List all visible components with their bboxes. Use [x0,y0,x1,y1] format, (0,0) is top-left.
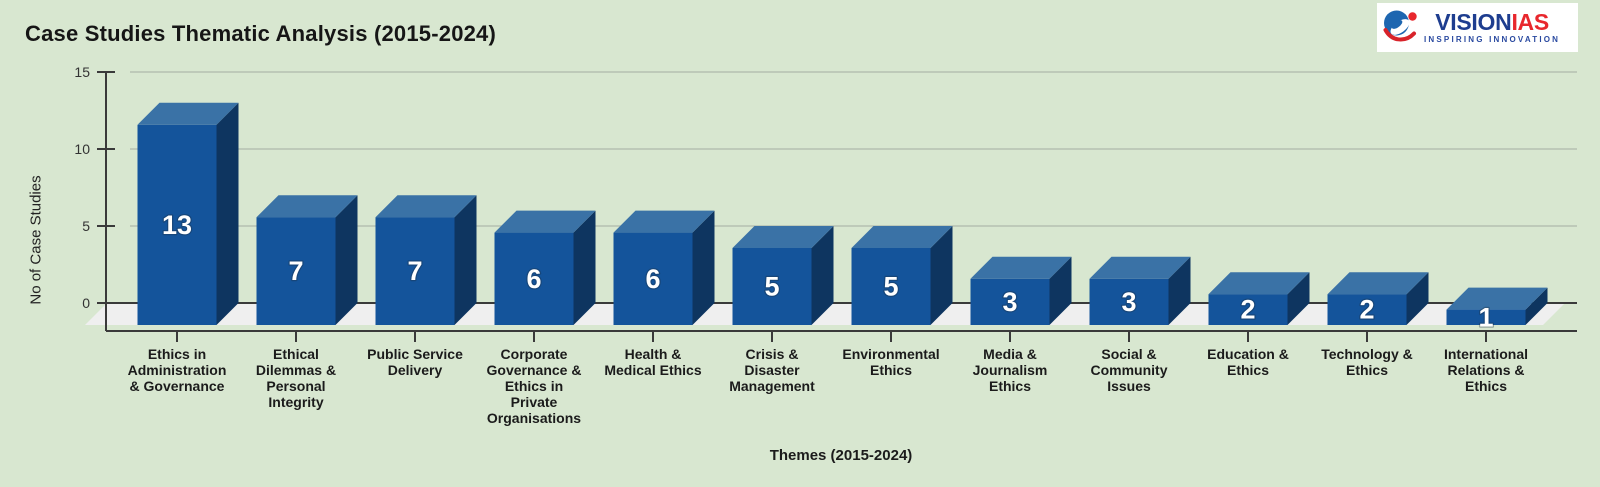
logo-brand-vision: VISION [1435,9,1512,35]
visionias-logo-icon [1383,10,1417,41]
bar-top-face [494,210,596,233]
bar-side-face [335,195,358,325]
logo-wordmark: VISIONIAS [1435,9,1549,35]
bar-side-face [1525,287,1548,325]
visionias-logo: VISIONIAS INSPIRING INNOVATION [1377,3,1578,52]
bar-top-face [732,226,834,248]
bar-side-face [1287,272,1310,325]
bar-value-label: 6 [645,264,660,294]
bar-side-face [930,226,953,325]
bar-front-face [732,248,812,325]
bar-value-label: 1 [1478,302,1493,332]
bar-value-label: 2 [1359,295,1374,325]
bar-front-face [1446,309,1526,325]
bar-value-label: 3 [1121,287,1136,317]
bar-value-label: 7 [288,256,303,286]
bar-value-label: 5 [883,272,898,302]
bar-front-face [256,217,336,325]
bar-top-face [256,195,358,218]
bar-top-face [1446,287,1548,310]
bar-front-face [494,232,574,325]
logo-brand-ias: IAS [1511,9,1549,35]
bar-side-face [692,210,715,325]
bar-front-face [375,217,455,325]
y-axis-tick-label: 15 [74,64,90,80]
bar-front-face [137,124,217,325]
logo-tagline: INSPIRING INNOVATION [1424,35,1561,44]
bar-side-face [573,210,596,325]
bar-front-face [1327,294,1407,325]
bar-side-face [216,102,239,325]
bar-value-label: 3 [1002,287,1017,317]
bar-front-face [613,232,693,325]
bar-value-label: 6 [526,264,541,294]
bar-value-label: 5 [764,272,779,302]
y-axis-tick-label: 5 [82,218,90,234]
y-axis-tick-label: 10 [74,141,90,157]
bar-top-face [613,210,715,233]
bar-top-face [1089,256,1191,279]
bar-value-label: 7 [407,256,422,286]
chart-title: Case Studies Thematic Analysis (2015-202… [25,21,497,46]
bar-front-face [1208,294,1288,325]
bar-front-face [851,248,931,325]
bar-front-face [970,278,1050,325]
y-axis-tick-label: 0 [82,295,90,311]
x-axis-title: Themes (2015-2024) [769,447,913,464]
bar-top-face [851,226,953,248]
bar-top-face [970,256,1072,279]
bar-front-face [1089,278,1169,325]
bar-value-label: 2 [1240,295,1255,325]
bar-side-face [1049,256,1072,325]
bar-top-face [1327,272,1429,295]
y-axis-title: No of Case Studies [27,175,45,305]
bar-top-face [1208,272,1310,295]
bar-side-face [1168,256,1191,325]
bar-value-label: 13 [162,210,192,240]
bar-side-face [811,226,834,325]
bar-side-face [454,195,477,325]
visionias-logo-text: VISIONIAS INSPIRING INNOVATION [1424,9,1561,45]
bar-side-face [1406,272,1429,325]
bar-top-face [375,195,477,218]
bar-top-face [137,102,239,125]
